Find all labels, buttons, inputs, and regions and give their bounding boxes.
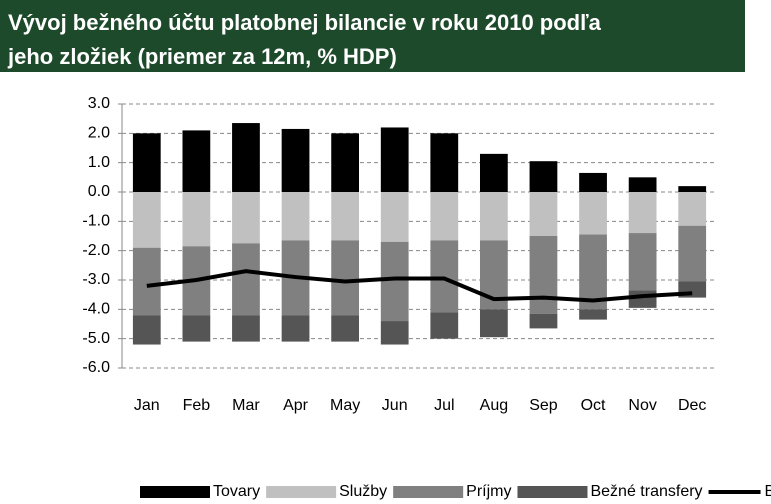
bar-segment [479, 192, 508, 241]
y-tick-label: -4.0 [82, 301, 110, 318]
y-tick-label: 3.0 [88, 95, 110, 112]
bar-segment [529, 161, 558, 192]
chart-title: jeho zložiek (priemer za 12m, % HDP) [7, 44, 397, 69]
x-tick-label: Aug [480, 397, 508, 414]
x-tick-label: Sep [529, 397, 558, 414]
bar-segment [430, 240, 459, 313]
y-tick-label: -1.0 [82, 213, 110, 230]
bar-segment [430, 312, 459, 339]
bar-segment [430, 133, 459, 192]
bar-segment [232, 192, 260, 244]
bar-segment [479, 309, 508, 338]
bar-segment [678, 186, 707, 192]
y-tick-label: 1.0 [88, 154, 110, 171]
y-tick-label: -2.0 [82, 242, 110, 259]
chart-title: Vývoj bežného účtu platobnej bilancie v … [8, 10, 602, 35]
bar-segment [331, 192, 360, 241]
bar-segment [579, 309, 607, 320]
bar-segment [380, 321, 409, 345]
bar-segment [529, 192, 558, 236]
legend-swatch [140, 486, 210, 498]
y-tick-label: -6.0 [82, 359, 110, 376]
bar-segment [678, 192, 707, 226]
x-tick-label: Jul [434, 397, 454, 414]
bar-segment [132, 315, 161, 345]
bar-segment [132, 247, 161, 316]
bar-segment [281, 315, 310, 342]
bar-segment [182, 192, 211, 247]
y-tick-label: 0.0 [88, 183, 110, 200]
bar-segment [132, 133, 161, 192]
bar-segment [579, 234, 607, 310]
bar-segment [678, 225, 707, 282]
x-tick-label: Apr [283, 397, 309, 414]
bar-segment [331, 240, 360, 316]
legend-label: Bežné transfery [590, 483, 702, 500]
bar-segment [182, 130, 211, 192]
line-series [146, 269, 693, 303]
bar-segment [232, 123, 260, 192]
x-tick-label: Jan [134, 397, 160, 414]
bar-segment [380, 127, 409, 192]
bar-segment [529, 313, 558, 329]
bar-segment [331, 133, 360, 192]
legend-swatch [393, 486, 464, 498]
y-tick-label: 2.0 [88, 125, 110, 142]
bar-segment [628, 290, 657, 308]
y-tick-label: -3.0 [82, 271, 110, 288]
title-band [0, 0, 745, 72]
x-tick-label: Mar [232, 397, 260, 414]
legend-label: Tovary [213, 483, 260, 500]
legend-label: Bežný účet [765, 483, 771, 500]
bar-segment [232, 243, 260, 316]
legend-swatch [517, 486, 588, 498]
bar-segment [182, 315, 211, 342]
y-tick-label: -5.0 [82, 330, 110, 347]
bar-segment [132, 192, 161, 248]
x-tick-label: Feb [183, 397, 211, 414]
bar-segment [628, 192, 657, 234]
legend-label: Služby [339, 483, 387, 500]
x-tick-label: Dec [678, 397, 706, 414]
bar-segment [628, 177, 657, 192]
bar-segment [380, 241, 409, 322]
x-tick-label: May [330, 397, 360, 414]
bar-segment [628, 233, 657, 291]
bar-segment [281, 192, 310, 241]
bar-segment [232, 315, 260, 342]
bar-segment [281, 128, 310, 192]
bar-segment [479, 153, 508, 192]
x-tick-label: Oct [581, 397, 606, 414]
bar-segment [430, 192, 459, 241]
bar-segment [380, 192, 409, 242]
bar-segment [579, 192, 607, 235]
x-tick-label: Jun [382, 397, 408, 414]
legend-swatch [266, 486, 337, 498]
bar-segment [579, 172, 607, 192]
bar-segment [331, 315, 360, 342]
legend-label: Príjmy [466, 483, 511, 500]
bar-segment [529, 236, 558, 314]
x-tick-label: Nov [628, 397, 656, 414]
